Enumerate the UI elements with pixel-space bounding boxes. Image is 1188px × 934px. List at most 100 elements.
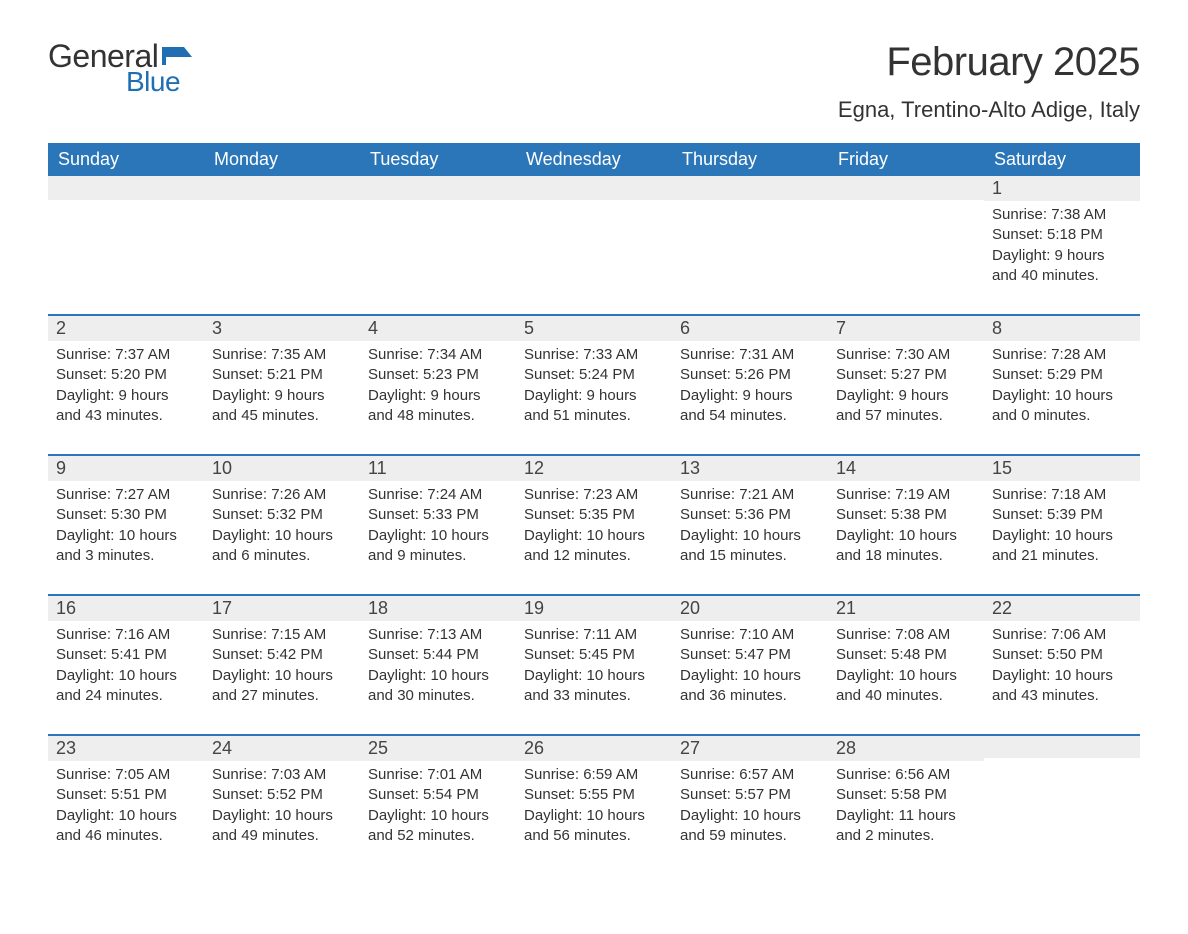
day-number: 5 — [516, 314, 672, 341]
sunrise-text: Sunrise: 7:23 AM — [524, 485, 664, 505]
title-block: February 2025 Egna, Trentino-Alto Adige,… — [838, 40, 1140, 123]
sunset-text: Sunset: 5:21 PM — [212, 365, 352, 385]
day-number: 26 — [516, 734, 672, 761]
day-body: Sunrise: 7:03 AMSunset: 5:52 PMDaylight:… — [204, 761, 360, 874]
weekday-header: Tuesday — [360, 143, 516, 176]
calendar-table: Sunday Monday Tuesday Wednesday Thursday… — [48, 143, 1140, 874]
day-number: 4 — [360, 314, 516, 341]
day-body: Sunrise: 7:08 AMSunset: 5:48 PMDaylight:… — [828, 621, 984, 734]
day-number: 12 — [516, 454, 672, 481]
sunset-text: Sunset: 5:38 PM — [836, 505, 976, 525]
daylight-text: Daylight: 9 hours and 43 minutes. — [56, 386, 196, 427]
daylight-text: Daylight: 9 hours and 51 minutes. — [524, 386, 664, 427]
day-cell: 1Sunrise: 7:38 AMSunset: 5:18 PMDaylight… — [984, 176, 1140, 314]
day-body: Sunrise: 7:24 AMSunset: 5:33 PMDaylight:… — [360, 481, 516, 594]
day-cell: 13Sunrise: 7:21 AMSunset: 5:36 PMDayligh… — [672, 454, 828, 594]
daylight-text: Daylight: 10 hours and 46 minutes. — [56, 806, 196, 847]
day-number: 7 — [828, 314, 984, 341]
empty-day-body — [672, 200, 828, 232]
day-body: Sunrise: 7:01 AMSunset: 5:54 PMDaylight:… — [360, 761, 516, 874]
sunrise-text: Sunrise: 7:01 AM — [368, 765, 508, 785]
empty-day-bar — [828, 176, 984, 200]
empty-day-body — [984, 758, 1140, 790]
daylight-text: Daylight: 10 hours and 21 minutes. — [992, 526, 1132, 567]
weekday-header: Wednesday — [516, 143, 672, 176]
sunset-text: Sunset: 5:44 PM — [368, 645, 508, 665]
sunrise-text: Sunrise: 7:10 AM — [680, 625, 820, 645]
day-number: 27 — [672, 734, 828, 761]
day-cell: 6Sunrise: 7:31 AMSunset: 5:26 PMDaylight… — [672, 314, 828, 454]
sunset-text: Sunset: 5:41 PM — [56, 645, 196, 665]
day-cell: 27Sunrise: 6:57 AMSunset: 5:57 PMDayligh… — [672, 734, 828, 874]
daylight-text: Daylight: 10 hours and 18 minutes. — [836, 526, 976, 567]
day-body: Sunrise: 7:19 AMSunset: 5:38 PMDaylight:… — [828, 481, 984, 594]
daylight-text: Daylight: 10 hours and 24 minutes. — [56, 666, 196, 707]
day-cell: 21Sunrise: 7:08 AMSunset: 5:48 PMDayligh… — [828, 594, 984, 734]
day-body: Sunrise: 7:26 AMSunset: 5:32 PMDaylight:… — [204, 481, 360, 594]
day-cell: 24Sunrise: 7:03 AMSunset: 5:52 PMDayligh… — [204, 734, 360, 874]
day-cell: 15Sunrise: 7:18 AMSunset: 5:39 PMDayligh… — [984, 454, 1140, 594]
day-number: 17 — [204, 594, 360, 621]
week-row: 23Sunrise: 7:05 AMSunset: 5:51 PMDayligh… — [48, 734, 1140, 874]
daylight-text: Daylight: 10 hours and 6 minutes. — [212, 526, 352, 567]
day-cell: 12Sunrise: 7:23 AMSunset: 5:35 PMDayligh… — [516, 454, 672, 594]
day-number: 16 — [48, 594, 204, 621]
day-number: 20 — [672, 594, 828, 621]
sunrise-text: Sunrise: 7:15 AM — [212, 625, 352, 645]
daylight-text: Daylight: 10 hours and 9 minutes. — [368, 526, 508, 567]
sunset-text: Sunset: 5:35 PM — [524, 505, 664, 525]
sunrise-text: Sunrise: 6:57 AM — [680, 765, 820, 785]
day-cell: 5Sunrise: 7:33 AMSunset: 5:24 PMDaylight… — [516, 314, 672, 454]
empty-day-body — [204, 200, 360, 232]
sunset-text: Sunset: 5:47 PM — [680, 645, 820, 665]
empty-day-bar — [984, 734, 1140, 758]
daylight-text: Daylight: 9 hours and 40 minutes. — [992, 246, 1132, 287]
day-cell — [828, 176, 984, 314]
week-row: 1Sunrise: 7:38 AMSunset: 5:18 PMDaylight… — [48, 176, 1140, 314]
daylight-text: Daylight: 11 hours and 2 minutes. — [836, 806, 976, 847]
daylight-text: Daylight: 10 hours and 15 minutes. — [680, 526, 820, 567]
day-cell: 3 Sunrise: 7:35 AMSunset: 5:21 PMDaylight… — [204, 314, 360, 454]
sunrise-text: Sunrise: 6:56 AM — [836, 765, 976, 785]
day-number: 19 — [516, 594, 672, 621]
sunrise-text: Sunrise: 7:08 AM — [836, 625, 976, 645]
sunset-text: Sunset: 5:48 PM — [836, 645, 976, 665]
sunrise-text: Sunrise: 7:11 AM — [524, 625, 664, 645]
day-body: Sunrise: 7:27 AMSunset: 5:30 PMDaylight:… — [48, 481, 204, 594]
sunrise-text: Sunrise: 7:13 AM — [368, 625, 508, 645]
day-cell: 25Sunrise: 7:01 AMSunset: 5:54 PMDayligh… — [360, 734, 516, 874]
logo-text-blue: Blue — [126, 68, 192, 96]
day-number: 28 — [828, 734, 984, 761]
daylight-text: Daylight: 10 hours and 36 minutes. — [680, 666, 820, 707]
day-cell: 22Sunrise: 7:06 AMSunset: 5:50 PMDayligh… — [984, 594, 1140, 734]
daylight-text: Daylight: 9 hours and 57 minutes. — [836, 386, 976, 427]
day-cell: 14Sunrise: 7:19 AMSunset: 5:38 PMDayligh… — [828, 454, 984, 594]
sunrise-text: Sunrise: 7:16 AM — [56, 625, 196, 645]
sunset-text: Sunset: 5:24 PM — [524, 365, 664, 385]
sunrise-text: Sunrise: 7:18 AM — [992, 485, 1132, 505]
day-number: 6 — [672, 314, 828, 341]
daylight-text: Daylight: 9 hours and 45 minutes. — [212, 386, 352, 427]
day-body: Sunrise: 7:13 AMSunset: 5:44 PMDaylight:… — [360, 621, 516, 734]
sunset-text: Sunset: 5:20 PM — [56, 365, 196, 385]
sunset-text: Sunset: 5:26 PM — [680, 365, 820, 385]
day-cell: 20 Sunrise: 7:10 AMSunset: 5:47 PMDayligh… — [672, 594, 828, 734]
day-cell: 8Sunrise: 7:28 AMSunset: 5:29 PMDaylight… — [984, 314, 1140, 454]
sunrise-text: Sunrise: 7:26 AM — [212, 485, 352, 505]
day-body: Sunrise: 7:30 AMSunset: 5:27 PMDaylight:… — [828, 341, 984, 454]
weekday-header-row: Sunday Monday Tuesday Wednesday Thursday… — [48, 143, 1140, 176]
empty-day-body — [516, 200, 672, 232]
empty-day-body — [360, 200, 516, 232]
day-body: Sunrise: 6:56 AMSunset: 5:58 PMDaylight:… — [828, 761, 984, 874]
sunset-text: Sunset: 5:51 PM — [56, 785, 196, 805]
sunrise-text: Sunrise: 7:35 AM — [212, 345, 352, 365]
day-body: Sunrise: 7:38 AMSunset: 5:18 PMDaylight:… — [984, 201, 1140, 314]
sunset-text: Sunset: 5:23 PM — [368, 365, 508, 385]
day-body: Sunrise: 7:31 AMSunset: 5:26 PMDaylight:… — [672, 341, 828, 454]
day-cell — [204, 176, 360, 314]
sunset-text: Sunset: 5:45 PM — [524, 645, 664, 665]
day-number: 3 — [204, 314, 360, 341]
day-cell: 18Sunrise: 7:13 AMSunset: 5:44 PMDayligh… — [360, 594, 516, 734]
day-cell: 19Sunrise: 7:11 AMSunset: 5:45 PMDayligh… — [516, 594, 672, 734]
sunset-text: Sunset: 5:54 PM — [368, 785, 508, 805]
